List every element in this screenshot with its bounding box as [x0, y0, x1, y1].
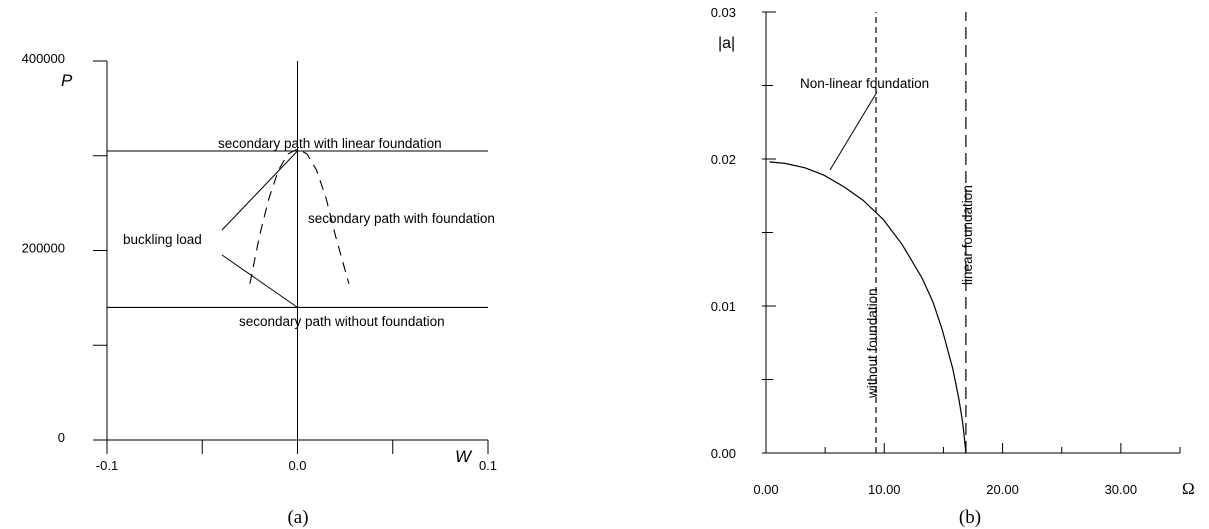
x-axis-label-a: W [455, 447, 473, 466]
x-tick-label-b: 20.00 [986, 482, 1019, 497]
series-a [107, 148, 488, 308]
y-tick-label-b: 0.03 [711, 5, 736, 20]
x-axis-label-b: Ω [1182, 479, 1195, 498]
panel-b: 0.000.010.020.030.00 10.00 20.00 30.00 |a| … [711, 5, 1195, 528]
leader-non-linear [829, 91, 878, 171]
y-tick-label-a: 0 [58, 430, 65, 445]
annotation-without-foundation: secondary path without foundation [239, 314, 445, 329]
y-tick-label-b: 0.01 [711, 299, 736, 314]
x-tick-label-a: -0.1 [96, 458, 118, 473]
y-tick-label-a: 400000 [22, 51, 65, 66]
axes-a [106, 61, 488, 441]
y-axis-label-a: P [61, 71, 73, 90]
annotation-leaders-b [829, 91, 878, 171]
leader-buckling-lower [221, 254, 298, 308]
series-b [769, 12, 967, 454]
annotation-linear-foundation: secondary path with linear foundation [218, 136, 442, 151]
annotation-with-foundation: secondary path with foundation [308, 211, 495, 226]
series-a-2 [249, 148, 350, 284]
y-tick-label-b: 0.02 [711, 152, 736, 167]
x-tick-label-a: 0.1 [479, 458, 497, 473]
annotation-without-foundation-b: without foundation [865, 288, 880, 399]
annotation-linear-foundation-b: linear foundation [960, 185, 975, 285]
caption-a: (a) [287, 507, 308, 528]
caption-b: (b) [959, 507, 981, 528]
ticks-a: 0 200000 400000 -0.1 0.0 0.1 [22, 51, 497, 473]
y-axis-label-b: |a| [718, 35, 735, 52]
annotation-buckling-load: buckling load [123, 232, 202, 247]
x-tick-label-b: 30.00 [1105, 482, 1138, 497]
ticks-b: 0.00 0.01 0.02 0.03 0.00 10.00 20.00 30.00 [711, 5, 1181, 497]
x-tick-label-b: 0.00 [753, 482, 778, 497]
x-tick-label-b: 10.00 [868, 482, 901, 497]
x-tick-label-a: 0.0 [288, 458, 306, 473]
annotation-non-linear-foundation: Non-linear foundation [800, 76, 929, 91]
leader-buckling-upper [221, 150, 298, 231]
y-tick-label-b: 0.00 [711, 446, 736, 461]
panel-a: 0 200000 400000 -0.1 0.0 0.1 P W (a) secondar… [22, 51, 497, 528]
series-b-0 [769, 161, 967, 454]
annotation-leaders-a [221, 150, 298, 308]
y-tick-label-a: 200000 [22, 241, 65, 256]
